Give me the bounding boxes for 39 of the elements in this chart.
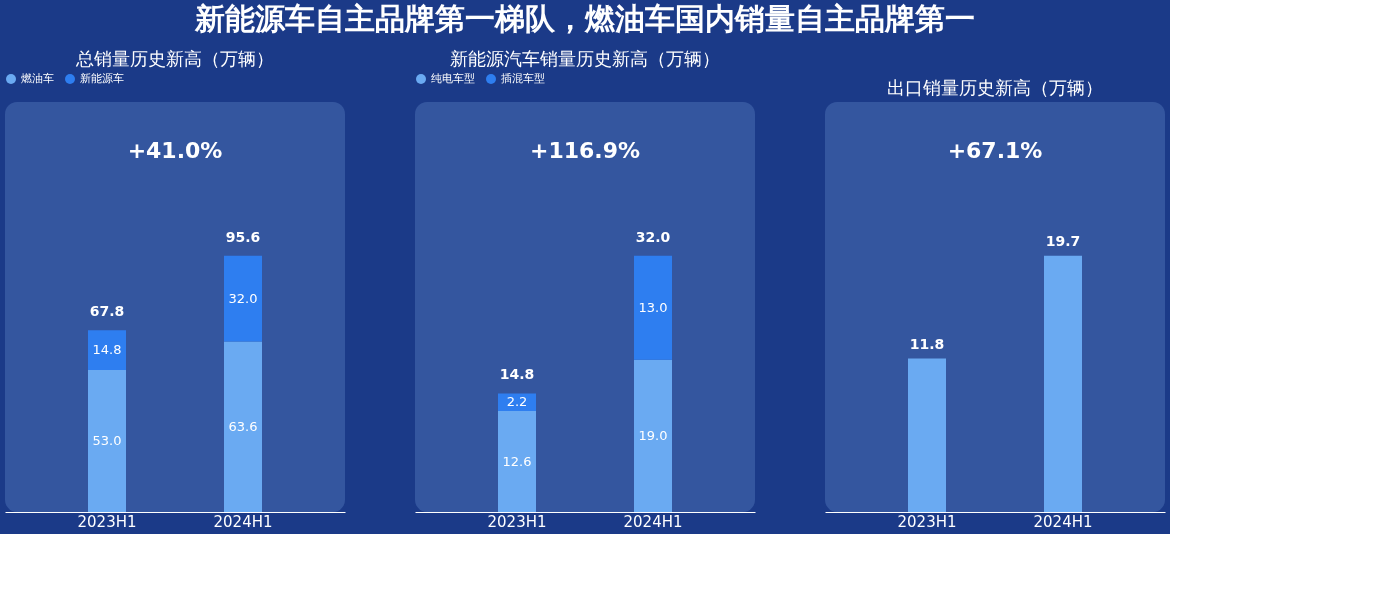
- data-label: 19.0: [638, 427, 668, 443]
- total-label: 14.8: [499, 366, 535, 383]
- bar: [88, 369, 126, 512]
- legend-label: 插混车型: [501, 72, 545, 85]
- text: 新能源车自主品牌第一梯队，燃油车国内销量自主品牌第一: [194, 1, 975, 36]
- bar: [634, 255, 672, 360]
- x-tick-label: 2023H1: [897, 512, 957, 531]
- data-label: 14.8: [92, 342, 122, 358]
- total-label: 32.0: [635, 228, 671, 245]
- chart-subtitle: 总销量历史新高（万辆）: [75, 48, 274, 69]
- data-label: 2.2: [506, 394, 528, 410]
- text: +67.1%: [947, 138, 1043, 164]
- total-label: 67.8: [89, 303, 125, 320]
- data-label: 13.0: [638, 299, 668, 315]
- text: +116.9%: [529, 138, 641, 164]
- legend-label: 纯电车型: [431, 72, 475, 85]
- bar: [88, 330, 126, 370]
- bar: [498, 411, 536, 512]
- bar: [634, 359, 672, 512]
- bar: [224, 341, 262, 512]
- data-label: 12.6: [502, 453, 532, 469]
- x-tick-label: 2023H1: [487, 512, 547, 531]
- data-label: 63.6: [228, 418, 258, 434]
- data-label: 19.7: [1045, 232, 1081, 249]
- bar: [498, 393, 536, 412]
- text: +41.0%: [127, 138, 223, 164]
- total-label: 95.6: [225, 228, 261, 245]
- legend-label: 燃油车: [21, 72, 54, 85]
- x-tick-label: 2024H1: [1033, 512, 1093, 531]
- legend-label: 新能源车: [80, 72, 124, 85]
- data-label: 11.8: [909, 335, 945, 352]
- x-tick-label: 2024H1: [623, 512, 683, 531]
- data-label: 53.0: [92, 432, 122, 448]
- data-label: 32.0: [228, 290, 258, 306]
- x-tick-label: 2024H1: [213, 512, 273, 531]
- x-tick-label: 2023H1: [77, 512, 137, 531]
- chart-subtitle: 新能源汽车销量历史新高（万辆）: [450, 48, 720, 69]
- bar: [224, 255, 262, 342]
- chart-subtitle: 出口销量历史新高（万辆）: [887, 77, 1103, 98]
